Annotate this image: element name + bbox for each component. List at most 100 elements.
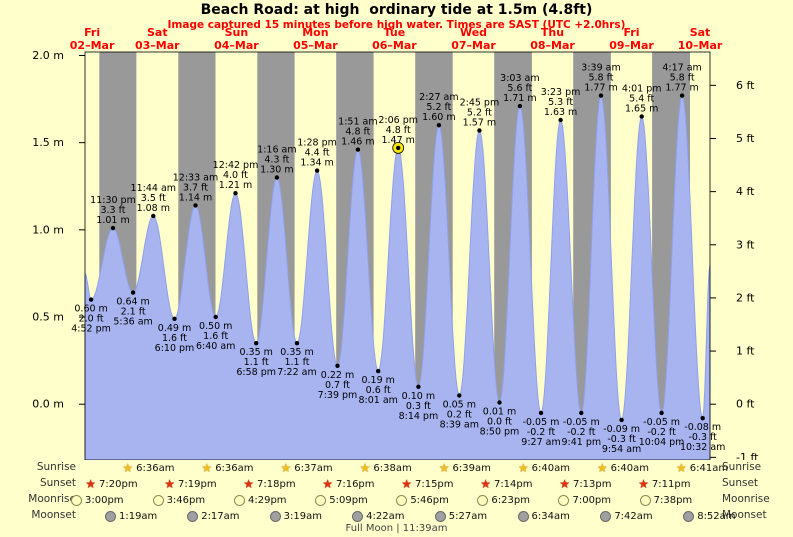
tide-high-label: 1.77 m	[665, 83, 698, 94]
tide-high-label: 5.2 ft	[426, 102, 451, 113]
tide-high-label: 5.8 ft	[588, 73, 613, 84]
day-label-date: 02–Mar	[70, 39, 115, 52]
moonset-time-label: 4:22am	[366, 510, 405, 522]
tide-high-label: 1.47 m	[381, 135, 414, 146]
sunrise-star-icon: ★	[517, 460, 529, 475]
sunrise-star-icon: ★	[280, 460, 292, 475]
moonrise-label-right: Moonrise	[722, 493, 770, 505]
moonset-label-right: Moonset	[722, 509, 767, 521]
day-label-date: 07–Mar	[451, 39, 496, 52]
tide-high-label: 4.0 ft	[223, 170, 248, 181]
moonrise-moon-icon	[396, 494, 408, 506]
sunrise-star-icon: ★	[359, 460, 371, 475]
day-label-name: Sat	[147, 26, 168, 39]
sunset-star-icon: ★	[243, 476, 255, 491]
tide-low-label: -0.09 m	[603, 424, 640, 435]
moonset-moon-icon	[187, 510, 199, 522]
tide-point-low	[130, 290, 136, 295]
tide-low-label: 1.6 ft	[203, 331, 228, 342]
tide-low-label: 9:27 am	[521, 437, 560, 448]
tide-high-label: 1.21 m	[219, 180, 252, 191]
day-label-date: 06–Mar	[372, 39, 417, 52]
moonrise-moon-icon	[71, 494, 82, 506]
astro-panel: Sunrise Sunset Moonrise Moonset Sunrise …	[0, 460, 793, 537]
day-label-name: Thu	[541, 26, 564, 39]
y-axis-right-tick-label: 4 ft	[736, 185, 755, 198]
day-label-name: Wed	[460, 26, 487, 39]
tide-point-low	[254, 341, 259, 346]
tide-low-label: 0.10 m	[402, 391, 435, 402]
moonrise-time-label: 7:00pm	[572, 494, 612, 506]
moonrise-time-label: 6:23pm	[491, 494, 530, 506]
tide-high-label: 1:16 am	[257, 145, 296, 156]
y-axis-left-tick-label: 1.0 m	[32, 223, 64, 236]
moonset-time-label: 5:27am	[448, 510, 488, 522]
day-label-date: 05–Mar	[293, 39, 338, 52]
tide-point-high	[436, 123, 442, 128]
moonrise-time-label: 5:46pm	[410, 494, 449, 506]
tide-low-label: 0.01 m	[483, 407, 516, 418]
tide-point-low	[172, 316, 177, 321]
moonset-time: 8:52am	[683, 509, 736, 523]
tide-low-label: 0.22 m	[321, 370, 354, 381]
y-axis-right-tick-label: 1 ft	[736, 345, 755, 358]
tide-high-label: 1.14 m	[179, 192, 212, 203]
tide-point-low	[335, 363, 340, 368]
day-label-date: 10–Mar	[678, 39, 723, 52]
tide-low-label: 0.64 m	[116, 297, 149, 308]
sunset-time-label: 7:19pm	[178, 478, 217, 490]
tide-low-label: 1.6 ft	[162, 333, 187, 344]
moonset-time: 3:19am	[269, 509, 322, 523]
moonrise-time-label: 3:46pm	[166, 494, 206, 506]
tide-low-label: 0.0 ft	[487, 417, 512, 428]
tide-low-label: -0.2 ft	[527, 427, 556, 438]
moonset-time-label: 3:19am	[283, 510, 322, 522]
tide-low-label: 0.05 m	[443, 400, 476, 411]
tide-point-low	[88, 297, 94, 302]
sunrise-time: ★ 6:39am	[439, 461, 491, 475]
sunrise-label-left: Sunrise	[36, 461, 76, 473]
tide-low-label: 0.50 m	[199, 321, 232, 332]
tide-high-label: 4.3 ft	[264, 155, 289, 166]
tide-low-label: 8:50 pm	[480, 427, 520, 438]
moonset-time-label: 6:34am	[531, 510, 570, 522]
moonrise-time: 4:29pm	[233, 493, 287, 507]
moon-phase-label: Full Moon | 11:39am	[345, 523, 448, 534]
sunrise-time-label: 6:41am	[689, 462, 729, 474]
tide-point-high	[233, 191, 238, 196]
y-axis-left-tick-label: 0.0 m	[32, 398, 64, 411]
moonrise-time-label: 3:00pm	[85, 494, 124, 506]
tide-point-low	[294, 341, 300, 346]
moonset-time: 5:27am	[434, 509, 488, 523]
tide-high-label: 2:06 pm	[378, 115, 418, 126]
tide-point-low	[376, 368, 381, 374]
tide-high-label: 4:17 am	[662, 63, 701, 74]
y-axis-right-tick-label: -1 ft	[736, 451, 759, 460]
sunrise-time-label: 6:36am	[136, 462, 175, 474]
day-label-name: Mon	[302, 26, 328, 39]
tide-point-low	[497, 400, 502, 405]
tide-low-label: -0.05 m	[523, 417, 560, 428]
tide-low-label: 5:36 am	[113, 317, 152, 328]
sunset-time: ★ 7:19pm	[164, 477, 216, 491]
tide-high-label: 12:42 pm	[213, 160, 259, 171]
sunrise-star-icon: ★	[676, 460, 687, 475]
sunset-star-icon: ★	[638, 476, 649, 491]
sunrise-star-icon: ★	[201, 460, 213, 475]
tide-low-label: 8:01 am	[358, 395, 397, 406]
moonrise-time: 3:00pm	[71, 493, 124, 507]
tide-point-low	[619, 417, 624, 423]
moonrise-moon-icon	[233, 494, 245, 506]
moonset-moon-icon	[269, 510, 281, 522]
sunset-label-right: Sunset	[722, 477, 759, 489]
tide-high-label: 3:39 am	[581, 63, 620, 74]
y-axis-right-tick-label: 2 ft	[736, 291, 755, 304]
tide-low-label: 9:54 am	[602, 444, 641, 455]
tide-point-high	[110, 225, 116, 231]
sunset-time: ★ 7:13pm	[559, 477, 611, 491]
chart-subtitle: Image captured 15 minutes before high wa…	[167, 19, 626, 31]
sunrise-time-label: 6:40am	[610, 462, 649, 474]
plot-frame	[84, 51, 711, 460]
moonset-time-label: 1:19am	[118, 510, 158, 522]
tide-high-label: 1.77 m	[584, 83, 617, 94]
